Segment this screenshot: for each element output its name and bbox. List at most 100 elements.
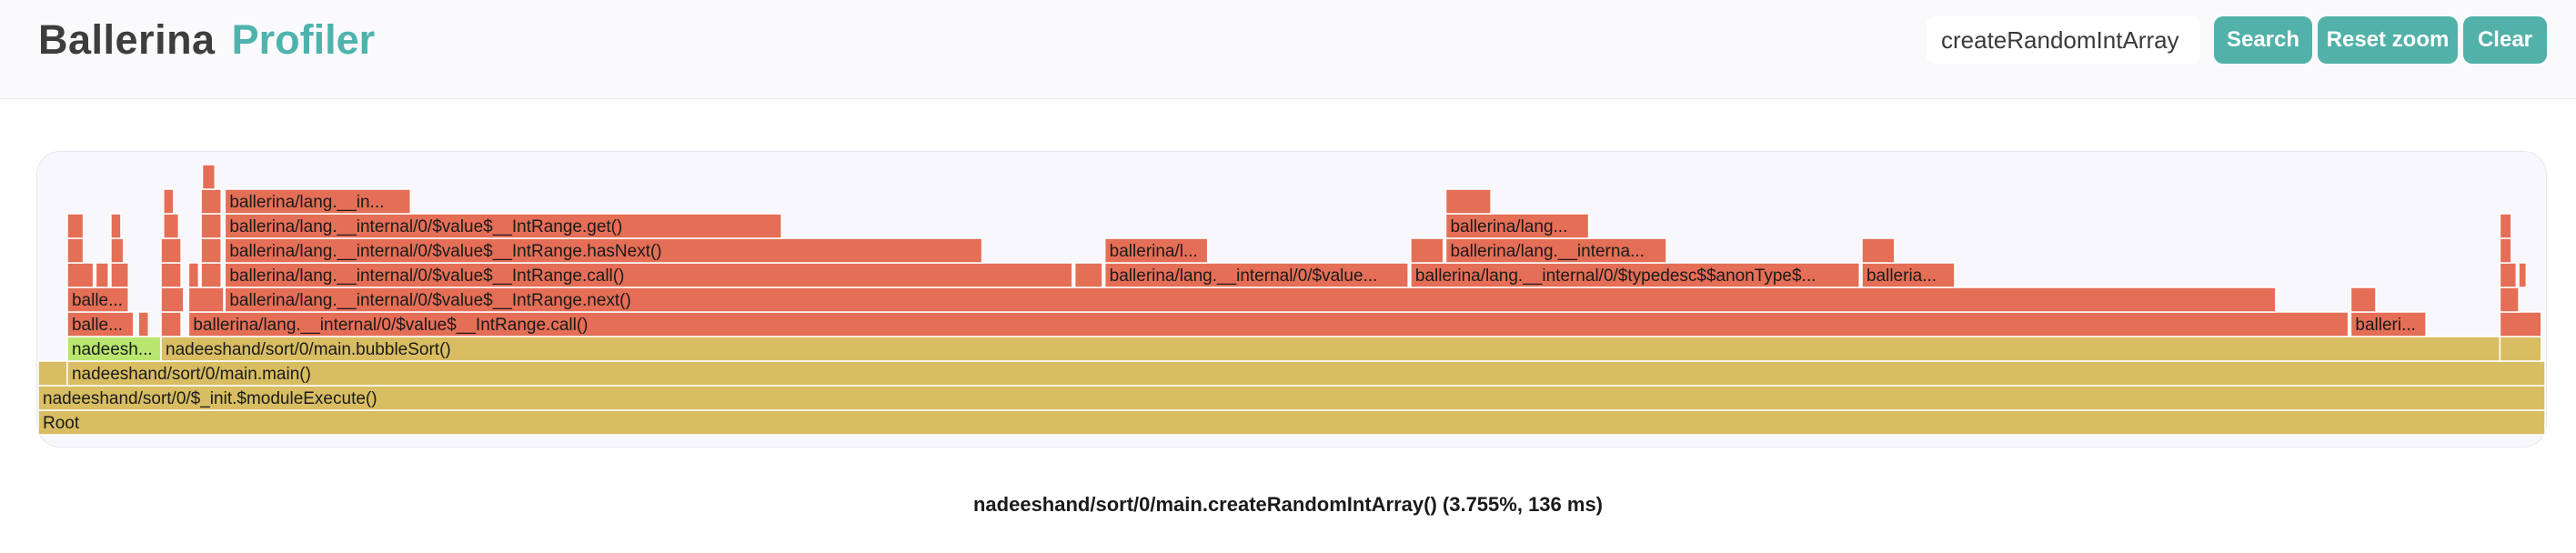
flame-frame[interactable] xyxy=(2499,287,2520,313)
flame-frame[interactable] xyxy=(200,213,222,239)
flame-frame[interactable] xyxy=(66,262,95,288)
flame-frame-rect[interactable] xyxy=(66,213,85,239)
flame-frame[interactable]: nadeeshand/sort/0/main.main() xyxy=(66,360,2546,387)
flame-frame[interactable] xyxy=(160,262,182,288)
flame-frame-rect[interactable] xyxy=(187,311,2350,337)
flame-frame-rect[interactable] xyxy=(110,262,129,288)
flame-frame-rect[interactable] xyxy=(163,188,175,215)
flame-frame[interactable] xyxy=(137,311,150,337)
flame-frame[interactable]: ballerina/lang.__internal/0/$value$__Int… xyxy=(224,237,983,264)
flame-frame[interactable] xyxy=(2499,213,2512,239)
flame-frame-rect[interactable] xyxy=(224,213,782,239)
flame-frame[interactable] xyxy=(110,237,125,264)
flame-frame-rect[interactable] xyxy=(2499,262,2518,288)
flame-frame[interactable]: nadeesh... xyxy=(66,336,162,362)
flame-frame-rect[interactable] xyxy=(66,360,2546,387)
flame-frame[interactable] xyxy=(1410,237,1444,264)
flame-frame-rect[interactable] xyxy=(200,213,222,239)
flame-frame[interactable] xyxy=(95,262,109,288)
flame-frame-rect[interactable] xyxy=(160,262,182,288)
flame-frame[interactable] xyxy=(201,164,216,190)
flame-frame-rect[interactable] xyxy=(110,213,122,239)
flame-frame[interactable] xyxy=(110,262,129,288)
flame-frame[interactable] xyxy=(200,188,222,215)
flame-frame-rect[interactable] xyxy=(37,409,2546,436)
flame-frame-rect[interactable] xyxy=(200,237,222,264)
flame-frame[interactable]: nadeeshand/sort/0/$_init.$moduleExecute(… xyxy=(37,385,2546,411)
flame-frame[interactable] xyxy=(160,237,182,264)
flame-frame[interactable]: ballerina/lang.__internal/0/$typedesc$$a… xyxy=(1410,262,1860,288)
flame-frame-rect[interactable] xyxy=(66,237,85,264)
flame-frame[interactable] xyxy=(160,287,185,313)
flame-frame-rect[interactable] xyxy=(66,262,95,288)
flame-frame[interactable] xyxy=(187,287,225,313)
flame-frame[interactable]: Root xyxy=(37,409,2546,436)
flame-frame-rect[interactable] xyxy=(160,336,2501,362)
flame-frame[interactable]: ballerina/lang.__internal/0/$value... xyxy=(1103,262,1409,288)
flame-frame-rect[interactable] xyxy=(1444,213,1590,239)
flame-frame-rect[interactable] xyxy=(201,164,216,190)
search-button[interactable]: Search xyxy=(2214,16,2312,64)
flame-frame-rect[interactable] xyxy=(224,237,983,264)
flame-frame-rect[interactable] xyxy=(2350,287,2377,313)
flame-frame-rect[interactable] xyxy=(66,287,129,313)
flame-frame-rect[interactable] xyxy=(1410,262,1860,288)
flame-frame-rect[interactable] xyxy=(1073,262,1103,288)
flame-frame[interactable]: balleria... xyxy=(1861,262,1956,288)
flame-frame-rect[interactable] xyxy=(200,188,222,215)
flame-frame-rect[interactable] xyxy=(224,287,2277,313)
flame-frame[interactable] xyxy=(37,360,68,387)
flame-frame-rect[interactable] xyxy=(137,311,150,337)
flame-frame-rect[interactable] xyxy=(2350,311,2427,337)
flame-frame[interactable]: balleri... xyxy=(2350,311,2427,337)
reset-zoom-button[interactable]: Reset zoom xyxy=(2318,16,2458,64)
flame-frame[interactable] xyxy=(200,262,222,288)
flame-frame[interactable] xyxy=(66,213,85,239)
flame-frame[interactable]: nadeeshand/sort/0/main.bubbleSort() xyxy=(160,336,2501,362)
flame-frame[interactable]: ballerina/lang.__internal/0/$value$__Int… xyxy=(224,213,782,239)
flame-frame-rect[interactable] xyxy=(66,336,162,362)
flame-frame[interactable] xyxy=(2518,262,2528,288)
flame-frame[interactable]: balle... xyxy=(66,287,129,313)
search-input[interactable] xyxy=(1927,16,2199,64)
flame-frame[interactable]: ballerina/lang.__interna... xyxy=(1444,237,1667,264)
flame-frame-rect[interactable] xyxy=(2499,311,2542,337)
clear-button[interactable]: Clear xyxy=(2463,16,2547,64)
flame-frame[interactable]: ballerina/lang.__internal/0/$value$__Int… xyxy=(187,311,2350,337)
flame-frame-rect[interactable] xyxy=(1410,237,1444,264)
flame-frame-rect[interactable] xyxy=(2499,287,2520,313)
flame-frame[interactable]: ballerina/lang.__internal/0/$value$__Int… xyxy=(224,262,1073,288)
flame-frame[interactable] xyxy=(163,188,175,215)
flame-frame[interactable] xyxy=(2499,237,2512,264)
flame-frame-rect[interactable] xyxy=(187,287,225,313)
flame-frame[interactable] xyxy=(2499,336,2542,362)
flame-frame-rect[interactable] xyxy=(1861,262,1956,288)
flame-frame-rect[interactable] xyxy=(110,237,125,264)
flame-frame-rect[interactable] xyxy=(95,262,109,288)
flame-frame-rect[interactable] xyxy=(37,360,68,387)
flame-frame[interactable]: balle... xyxy=(66,311,135,337)
flame-frame-rect[interactable] xyxy=(2518,262,2528,288)
flame-frame[interactable] xyxy=(1073,262,1103,288)
flame-frame-rect[interactable] xyxy=(1861,237,1896,264)
flame-frame[interactable]: ballerina/l... xyxy=(1103,237,1209,264)
flame-frame[interactable] xyxy=(187,262,200,288)
flame-frame[interactable] xyxy=(1444,188,1492,215)
flame-frame-rect[interactable] xyxy=(160,311,182,337)
flame-frame[interactable] xyxy=(2499,311,2542,337)
flame-frame-rect[interactable] xyxy=(1103,262,1409,288)
flame-frame-rect[interactable] xyxy=(37,385,2546,411)
flame-frame-rect[interactable] xyxy=(160,237,182,264)
flame-frame[interactable] xyxy=(2350,287,2377,313)
flame-frame-rect[interactable] xyxy=(224,188,412,215)
flame-frame-rect[interactable] xyxy=(2499,237,2512,264)
flame-frame-rect[interactable] xyxy=(200,262,222,288)
flame-frame-rect[interactable] xyxy=(187,262,200,288)
flame-frame[interactable]: ballerina/lang.__in... xyxy=(224,188,412,215)
flame-frame[interactable] xyxy=(2499,262,2518,288)
flame-frame[interactable] xyxy=(1861,237,1896,264)
flame-frame-rect[interactable] xyxy=(2499,213,2512,239)
flame-frame[interactable] xyxy=(163,213,180,239)
flame-frame-rect[interactable] xyxy=(224,262,1073,288)
flame-frame-rect[interactable] xyxy=(2499,336,2542,362)
